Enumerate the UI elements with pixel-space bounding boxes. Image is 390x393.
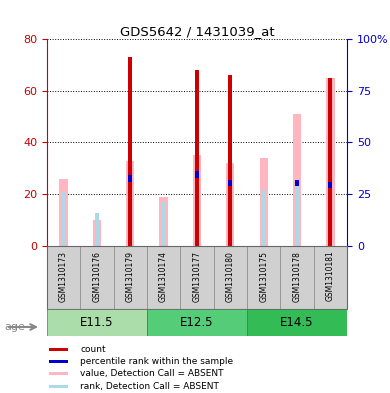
Text: GSM1310181: GSM1310181: [326, 251, 335, 301]
Bar: [326, 78, 335, 246]
Bar: [328, 182, 332, 188]
Bar: [161, 202, 166, 246]
Text: count: count: [80, 345, 106, 354]
Bar: [49, 385, 68, 388]
Bar: [328, 78, 332, 246]
Bar: [59, 178, 67, 246]
Bar: [147, 309, 247, 336]
Bar: [195, 171, 199, 178]
Bar: [160, 196, 168, 246]
Text: E12.5: E12.5: [180, 316, 214, 329]
Bar: [295, 180, 299, 246]
Bar: [195, 70, 199, 246]
Text: age: age: [4, 322, 25, 332]
Text: E11.5: E11.5: [80, 316, 113, 329]
Text: rank, Detection Call = ABSENT: rank, Detection Call = ABSENT: [80, 382, 219, 391]
Bar: [93, 220, 101, 246]
Bar: [113, 246, 147, 309]
Bar: [228, 180, 232, 186]
Bar: [247, 309, 347, 336]
Text: GSM1310175: GSM1310175: [259, 251, 268, 302]
Bar: [47, 309, 147, 336]
Bar: [128, 175, 132, 182]
Text: GSM1310176: GSM1310176: [92, 251, 101, 302]
Bar: [95, 213, 99, 246]
Bar: [126, 160, 135, 246]
Text: GSM1310177: GSM1310177: [192, 251, 202, 302]
Bar: [180, 246, 214, 309]
Bar: [314, 246, 347, 309]
Bar: [49, 348, 68, 351]
Bar: [49, 360, 68, 363]
Bar: [247, 246, 280, 309]
Bar: [49, 373, 68, 375]
Text: percentile rank within the sample: percentile rank within the sample: [80, 357, 233, 366]
Bar: [47, 246, 80, 309]
Bar: [128, 57, 132, 246]
Bar: [328, 182, 332, 246]
Bar: [228, 75, 232, 246]
Text: GSM1310178: GSM1310178: [292, 251, 301, 301]
Bar: [262, 190, 266, 246]
Title: GDS5642 / 1431039_at: GDS5642 / 1431039_at: [120, 25, 274, 38]
Text: E14.5: E14.5: [280, 316, 314, 329]
Text: GSM1310180: GSM1310180: [226, 251, 235, 301]
Bar: [293, 114, 301, 246]
Bar: [280, 246, 314, 309]
Bar: [147, 246, 180, 309]
Bar: [214, 246, 247, 309]
Text: value, Detection Call = ABSENT: value, Detection Call = ABSENT: [80, 369, 224, 378]
Bar: [80, 246, 113, 309]
Bar: [226, 163, 234, 246]
Text: GSM1310179: GSM1310179: [126, 251, 135, 302]
Bar: [62, 192, 66, 246]
Bar: [295, 180, 299, 186]
Text: GSM1310174: GSM1310174: [159, 251, 168, 302]
Bar: [259, 158, 268, 246]
Bar: [193, 155, 201, 246]
Text: GSM1310173: GSM1310173: [59, 251, 68, 302]
